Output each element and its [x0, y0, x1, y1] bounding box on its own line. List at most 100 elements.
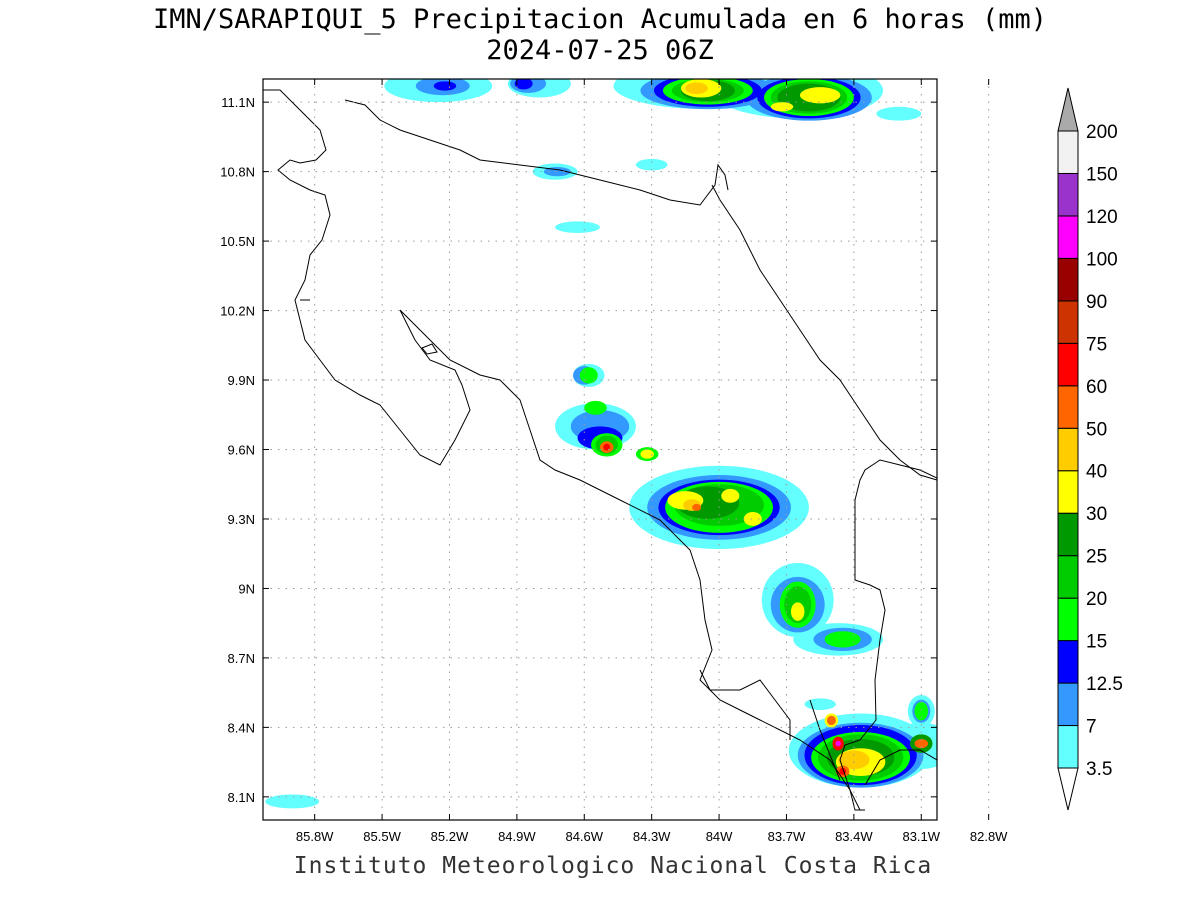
precip-cell-9-0	[603, 443, 611, 451]
precip-cell-0-18	[876, 106, 922, 121]
colorbar-level-label: 120	[1086, 207, 1118, 228]
precip-cell-6-6	[640, 449, 654, 459]
colorbar-level-label: 40	[1086, 462, 1107, 483]
lat-tick-label: 10.5N	[220, 234, 255, 249]
map-title: IMN/SARAPIQUI_5 Precipitacion Acumulada …	[152, 4, 1048, 35]
caribbean-coast	[711, 184, 937, 481]
colorbar-swatch	[1057, 342, 1079, 387]
lat-tick-label: 9.3N	[228, 512, 255, 527]
colorbar-level-label: 60	[1086, 377, 1107, 398]
colorbar-swatch	[1057, 470, 1079, 514]
lon-tick-label: 82.8W	[970, 829, 1008, 844]
panama-pacific-coast	[864, 749, 937, 786]
lon-tick-label: 83.4W	[835, 829, 873, 844]
precip-cell-0-5	[555, 221, 600, 233]
precip-cell-3-8	[824, 631, 861, 648]
colorbar-swatch	[1057, 597, 1079, 642]
lat-tick-label: 10.2N	[220, 304, 255, 319]
lon-tick-label: 83.7W	[768, 829, 806, 844]
colorbar-swatch	[1057, 640, 1079, 684]
precip-cell-0-19	[804, 698, 836, 711]
map-subtitle-datetime: 2024-07-25 06Z	[486, 35, 714, 66]
precip-cell-6-1	[799, 87, 841, 104]
colorbar-swatch	[1057, 215, 1079, 259]
colorbar-swatch	[1057, 130, 1079, 174]
colorbar-swatch	[1057, 682, 1079, 727]
precip-cell-6-5	[743, 512, 762, 526]
lon-tick-label: 85.8W	[296, 829, 334, 844]
lat-tick-label: 8.4N	[228, 720, 255, 735]
precip-cell-3-3	[584, 400, 607, 415]
colorbar-level-label: 15	[1086, 632, 1107, 653]
lon-tick-label: 84.3W	[633, 829, 671, 844]
golfo-dulce	[809, 699, 841, 781]
colorbar-swatch	[1057, 555, 1079, 599]
colorbar-level-label: 150	[1086, 164, 1118, 185]
precip-cell-6-7	[790, 602, 805, 621]
precip-cell-3-2	[579, 367, 598, 384]
colorbar-swatch	[1057, 725, 1079, 769]
colorbar-level-label: 12.5	[1086, 674, 1123, 695]
precip-cell-8-1	[692, 503, 702, 511]
colorbar-level-label: 7	[1086, 717, 1097, 738]
precip-cell-3-10	[914, 701, 929, 721]
colorbar-level-label: 90	[1086, 292, 1107, 313]
precip-cell-1-12	[975, 183, 993, 192]
precip-cell-7-2	[838, 750, 870, 770]
coastlines-borders	[263, 89, 937, 811]
lon-tick-label: 84.9W	[498, 829, 536, 844]
lat-tick-label: 9.6N	[228, 443, 255, 458]
precip-cell-0-21	[980, 795, 998, 814]
precip-cell-0-20	[966, 741, 988, 760]
colorbar-level-label: 200	[1086, 122, 1118, 143]
precip-cell-0-17	[265, 794, 320, 809]
precip-cell-2-2	[433, 81, 457, 91]
nicaragua-border	[344, 99, 729, 206]
lon-tick-label: 85.5W	[363, 829, 401, 844]
lon-tick-label: 84.6W	[565, 829, 603, 844]
peninsula-osa	[699, 669, 791, 740]
axis-ticks: 85.8W 85.5W 85.2W 84.9W 84.6W 84.3W 84W 83.7W 83…	[220, 79, 1008, 844]
lat-tick-label: 9.9N	[228, 373, 255, 388]
precipitation-fields	[265, 79, 1002, 814]
footer-credit: Instituto Meteorologico Nacional Costa R…	[293, 853, 933, 879]
precip-cell-7-0	[685, 82, 708, 95]
colorbar-swatch	[1057, 172, 1079, 217]
lat-tick-label: 8.7N	[228, 651, 255, 666]
colorbar-swatch	[1057, 257, 1079, 302]
colorbar-under-arrow	[1057, 767, 1079, 811]
lat-tick-label: 8.1N	[228, 790, 255, 805]
precip-cell-10-0	[835, 740, 841, 747]
panama-border	[839, 459, 937, 811]
colorbar-level-label: 75	[1086, 334, 1107, 355]
colorbar-level-label: 25	[1086, 547, 1107, 568]
precip-cell-8-2	[826, 715, 836, 726]
colorbar-over-arrow	[1057, 87, 1079, 132]
colorbar-swatch	[1057, 427, 1079, 472]
precip-cell-2-3	[514, 79, 533, 90]
colorbar-level-label: 20	[1086, 589, 1107, 610]
colorbar-level-label: 50	[1086, 419, 1107, 440]
lon-tick-label: 85.2W	[431, 829, 469, 844]
colorbar-legend: 3.5 7 12.5 15 20 25 30 40 50 60 75 90 100 120 150 200	[1057, 87, 1123, 811]
lon-tick-label: 84W	[706, 829, 733, 844]
graticule-grid	[263, 79, 990, 820]
colorbar-swatch	[1057, 300, 1079, 344]
colorbar-swatch	[1057, 512, 1079, 557]
lat-tick-label: 11.1N	[221, 95, 255, 110]
colorbar-level-label: 100	[1086, 249, 1118, 270]
precip-cell-6-2	[770, 102, 794, 112]
colorbar-level-label: 30	[1086, 504, 1107, 525]
precip-cell-0-15	[966, 181, 997, 195]
pacific-coast-nicoya	[263, 89, 861, 811]
lon-tick-label: 83.1W	[902, 829, 940, 844]
colorbar-level-label: 3.5	[1086, 759, 1112, 780]
island-chira	[421, 343, 438, 355]
precip-cell-0-6	[635, 158, 668, 171]
precip-cell-0-16	[975, 262, 1002, 281]
lat-tick-label: 10.8N	[220, 165, 255, 180]
precip-cell-6-4	[721, 488, 740, 503]
precip-cell-8-4	[914, 738, 929, 749]
colorbar-swatch	[1057, 385, 1079, 429]
